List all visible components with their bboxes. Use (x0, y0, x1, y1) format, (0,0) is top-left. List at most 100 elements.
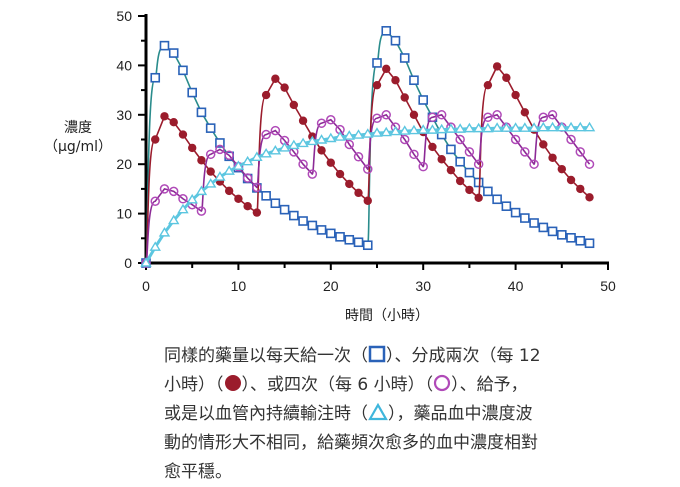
data-point-every-12h (160, 112, 169, 121)
data-point-every-12h (224, 186, 234, 196)
data-point-once-daily (556, 230, 567, 240)
data-point-every-12h (243, 201, 252, 211)
data-point-every-6h (224, 150, 234, 161)
data-point-every-12h (345, 179, 354, 189)
data-point-every-6h (566, 134, 576, 145)
data-point-continuous-infusion (565, 121, 577, 132)
data-point-every-6h (363, 164, 373, 174)
caption-text: 同樣的藥量以每天給一次（ (164, 346, 368, 366)
caption-text: 動的情形大不相同，給藥頻次愈多的血中濃度相對 (164, 433, 538, 453)
data-point-once-daily (575, 235, 586, 246)
data-point-once-daily (492, 194, 502, 205)
data-point-continuous-infusion (583, 121, 596, 132)
data-point-continuous-infusion (426, 124, 439, 134)
data-point-once-daily (418, 95, 429, 105)
data-point-every-12h (520, 108, 530, 117)
data-point-every-12h (437, 155, 446, 164)
open-circle-marker-icon (434, 374, 451, 392)
data-point-continuous-infusion (158, 227, 171, 237)
data-point-every-6h (529, 159, 539, 169)
data-point-once-daily (501, 201, 512, 211)
data-point-continuous-infusion (334, 131, 346, 141)
data-point-every-12h (252, 208, 262, 217)
data-point-every-12h (335, 169, 345, 179)
data-point-continuous-infusion (288, 139, 300, 150)
data-point-every-12h (585, 193, 594, 202)
data-point-once-daily (289, 210, 299, 221)
data-point-once-daily (316, 225, 327, 235)
data-point-continuous-infusion (574, 121, 587, 132)
data-point-continuous-infusion (435, 123, 448, 134)
data-point-continuous-infusion (546, 121, 559, 132)
data-point-once-daily (538, 222, 549, 233)
data-point-once-daily (446, 144, 456, 155)
data-point-every-12h (271, 74, 280, 83)
data-point-every-6h (261, 129, 271, 140)
data-point-every-12h (261, 90, 271, 100)
data-point-continuous-infusion (204, 178, 217, 188)
data-point-once-daily (187, 87, 197, 98)
x-tick-label: 30 (415, 278, 431, 294)
data-point-once-daily (261, 191, 271, 201)
data-point-once-daily (510, 207, 521, 218)
data-point-every-12h (363, 196, 372, 205)
data-point-every-12h (474, 193, 483, 202)
data-point-continuous-infusion (556, 121, 568, 132)
data-point-continuous-infusion (241, 155, 254, 166)
data-point-every-12h (372, 80, 382, 90)
data-point-every-6h (510, 134, 521, 145)
data-point-continuous-infusion (509, 122, 522, 132)
data-point-every-12h (391, 76, 400, 85)
data-point-continuous-infusion (389, 125, 402, 136)
data-point-every-6h (159, 184, 170, 194)
data-point-every-6h (538, 112, 549, 123)
data-point-every-6h (326, 114, 336, 125)
data-point-continuous-infusion (537, 121, 550, 132)
data-point-continuous-infusion (306, 135, 319, 146)
x-tick-label: 0 (142, 278, 150, 294)
data-point-continuous-infusion (371, 127, 383, 137)
x-tick-label: 40 (508, 278, 524, 294)
data-point-every-6h (150, 196, 160, 206)
data-point-continuous-infusion (167, 214, 180, 225)
data-point-every-6h (520, 147, 530, 157)
data-point-continuous-infusion (325, 132, 337, 143)
data-point-every-12h (354, 188, 363, 198)
data-point-every-12h (566, 175, 576, 185)
filled-circle-marker-icon (224, 375, 241, 391)
y-tick-label: 0 (124, 255, 132, 271)
data-point-every-6h (168, 186, 179, 197)
data-point-continuous-infusion (278, 142, 291, 152)
data-point-every-12h (317, 146, 326, 155)
data-point-every-12h (151, 135, 160, 144)
data-point-once-daily (483, 186, 493, 197)
data-point-continuous-infusion (408, 124, 420, 135)
data-point-every-12h (455, 176, 465, 186)
data-point-every-12h (178, 130, 188, 139)
data-point-every-6h (492, 110, 502, 120)
data-point-every-12h (465, 185, 474, 195)
data-point-continuous-infusion (362, 128, 374, 138)
data-point-once-daily (205, 123, 216, 133)
data-point-every-6h (399, 134, 410, 145)
caption-text: 或是以血管內持續輸注時（ (164, 404, 368, 424)
data-point-once-daily (353, 237, 364, 248)
data-point-continuous-infusion (500, 122, 513, 132)
data-point-continuous-infusion (454, 123, 466, 133)
data-point-every-12h (382, 64, 391, 74)
data-point-continuous-infusion (472, 122, 485, 133)
y-tick-label: 40 (116, 57, 132, 73)
data-point-continuous-infusion (380, 126, 392, 137)
data-point-continuous-infusion (140, 257, 152, 267)
data-point-continuous-infusion (519, 122, 531, 132)
data-point-once-daily (409, 75, 419, 86)
data-point-every-12h (326, 158, 335, 167)
data-point-every-12h (539, 140, 548, 149)
data-point-continuous-infusion (251, 151, 263, 161)
data-point-every-6h (372, 113, 382, 124)
data-point-once-daily (279, 204, 290, 215)
data-point-every-6h (307, 169, 318, 179)
data-point-continuous-infusion (260, 147, 272, 158)
data-point-once-daily (547, 226, 558, 237)
data-point-every-6h (427, 112, 438, 123)
